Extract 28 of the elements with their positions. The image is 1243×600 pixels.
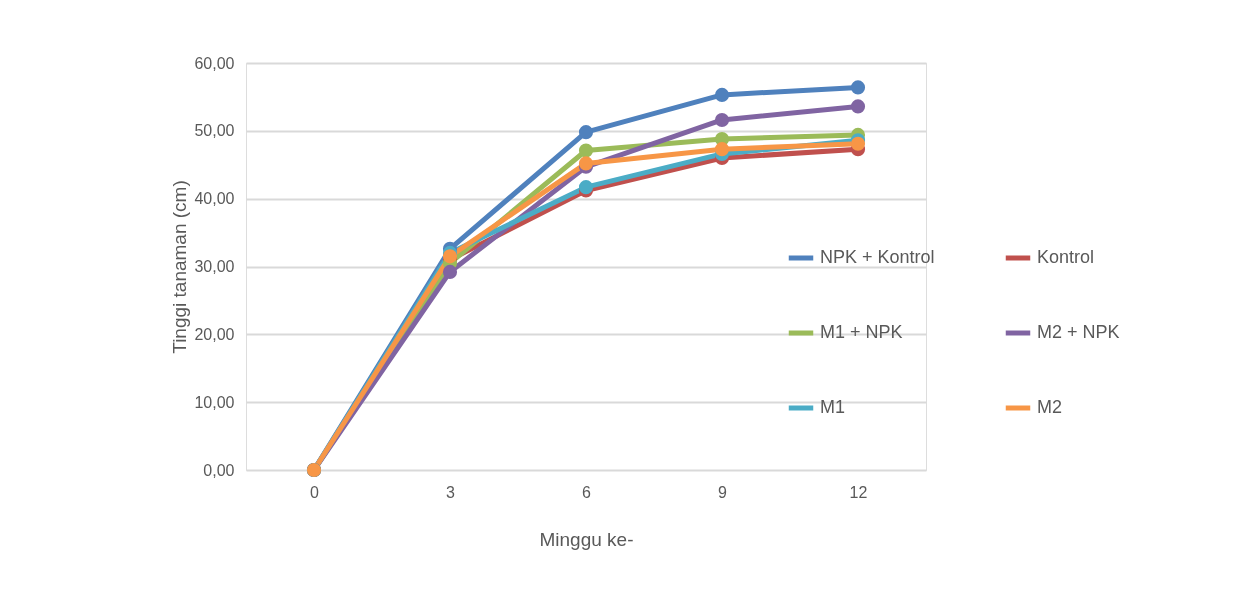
- legend-label: M1: [820, 397, 846, 417]
- point: [578, 143, 594, 158]
- point: [442, 264, 458, 279]
- point: [714, 112, 730, 128]
- y-tick-label: 10,00: [194, 393, 235, 411]
- legend-label: M2 + NPK: [1037, 322, 1120, 342]
- y-tick-label: 40,00: [194, 190, 235, 208]
- x-tick-label: 9: [718, 483, 728, 501]
- x-tick-label: 3: [446, 483, 456, 501]
- point: [850, 80, 866, 95]
- point: [714, 87, 730, 102]
- legend-label: Kontrol: [1037, 247, 1095, 267]
- y-axis-title: Tinggi tanaman (cm): [169, 180, 191, 354]
- point: [714, 142, 730, 157]
- point: [850, 99, 866, 114]
- x-tick-label: 6: [582, 483, 592, 501]
- y-tick-label: 30,00: [194, 258, 235, 275]
- x-tick-label: 12: [849, 483, 868, 501]
- y-tick-label: 20,00: [194, 325, 235, 343]
- y-tick-label: 0,00: [203, 461, 235, 479]
- x-axis-title: Minggu ke-: [539, 528, 634, 550]
- legend-label: NPK + Kontrol: [820, 247, 935, 267]
- legend-label: M1 + NPK: [820, 322, 903, 342]
- y-tick-label: 60,00: [194, 54, 235, 72]
- x-tick-label: 0: [310, 483, 320, 501]
- point: [578, 125, 594, 140]
- legend-label: M2: [1037, 397, 1063, 417]
- y-tick-label: 50,00: [194, 122, 235, 140]
